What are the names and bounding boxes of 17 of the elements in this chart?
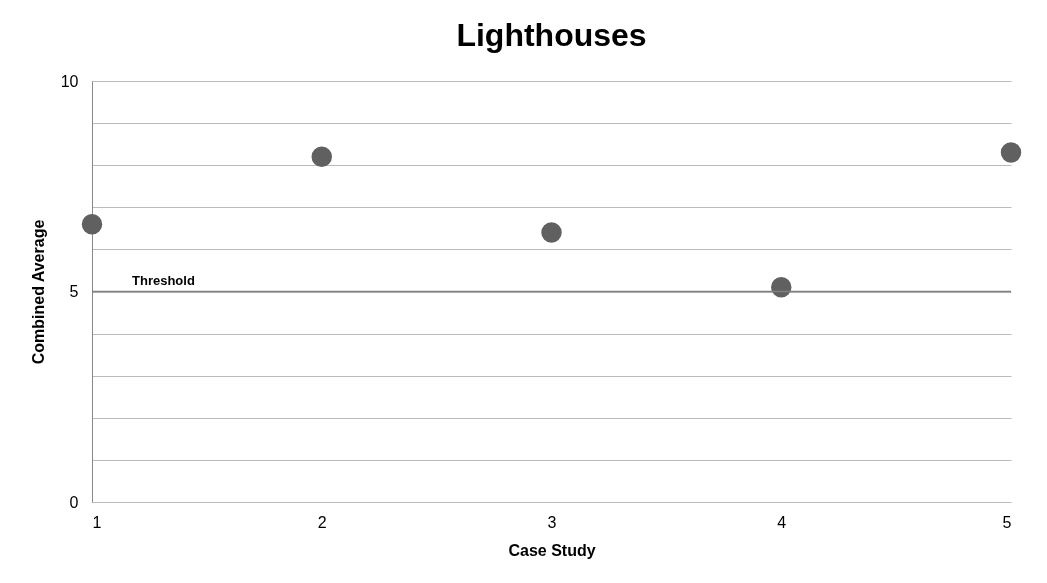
- x-tick-label: 2: [317, 513, 327, 531]
- x-tick-label: 5: [1002, 513, 1012, 531]
- chart-title: Lighthouses: [456, 17, 647, 53]
- y-axis-title: Combined Average: [29, 219, 47, 365]
- point: [771, 277, 792, 298]
- y-tick-label: 0: [69, 493, 79, 511]
- x-tick-label: 3: [547, 513, 557, 531]
- x-axis-title: Case Study: [508, 541, 596, 559]
- y-tick-label: 5: [69, 283, 79, 300]
- x-tick-label: 4: [777, 513, 787, 531]
- ref-line-label: Threshold: [132, 272, 195, 288]
- y-tick-label: 10: [60, 72, 79, 90]
- point: [1000, 142, 1022, 163]
- point: [81, 213, 103, 235]
- point: [311, 146, 332, 168]
- point: [541, 222, 562, 243]
- x-tick-label: 1: [92, 513, 102, 531]
